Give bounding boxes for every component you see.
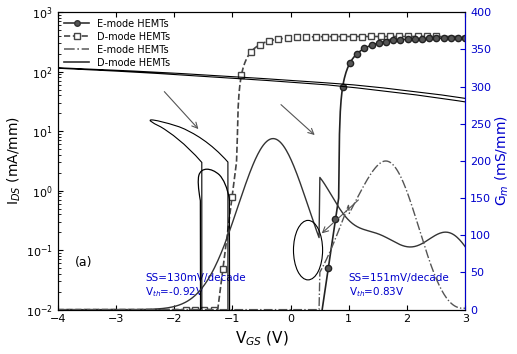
Y-axis label: I$_{DS}$ (mA/mm): I$_{DS}$ (mA/mm) (6, 116, 23, 205)
Text: (a): (a) (75, 256, 93, 269)
X-axis label: V$_{GS}$ (V): V$_{GS}$ (V) (235, 330, 288, 348)
Text: SS=130mV/decade
V$_{th}$=-0.92V: SS=130mV/decade V$_{th}$=-0.92V (145, 273, 246, 299)
Y-axis label: G$_m$ (mS/mm): G$_m$ (mS/mm) (494, 115, 511, 206)
Text: SS=151mV/decade
V$_{th}$=0.83V: SS=151mV/decade V$_{th}$=0.83V (349, 273, 450, 299)
Legend: E-mode HEMTs, D-mode HEMTs, E-mode HEMTs, D-mode HEMTs: E-mode HEMTs, D-mode HEMTs, E-mode HEMTs… (60, 15, 174, 72)
